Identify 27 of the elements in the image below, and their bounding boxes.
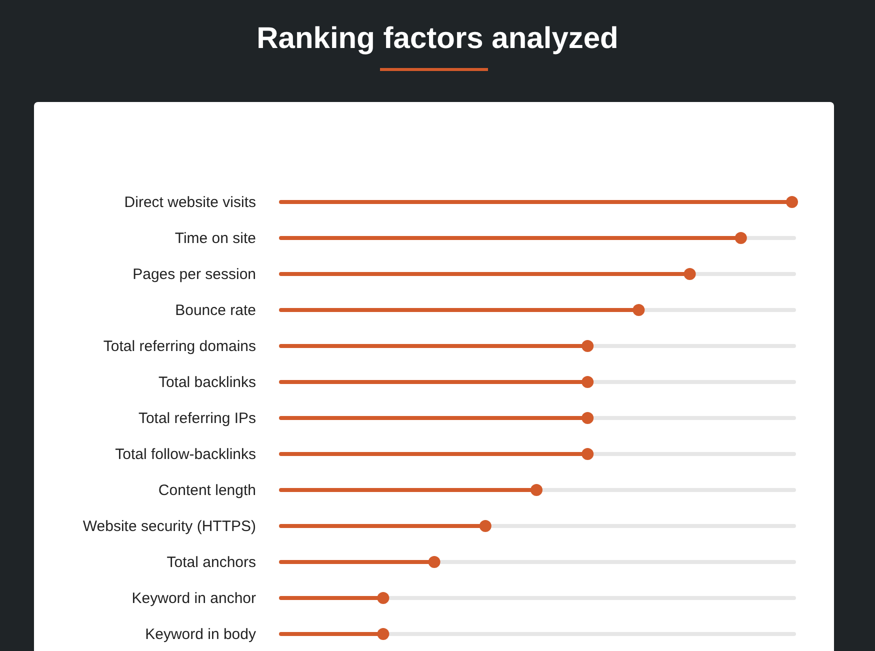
point bbox=[582, 376, 594, 388]
point bbox=[632, 304, 645, 316]
y-tick-label: Website security (HTTPS) bbox=[82, 518, 256, 535]
y-tick-label: Direct website visits bbox=[124, 194, 256, 211]
y-tick-label: Bounce rate bbox=[175, 302, 256, 319]
point bbox=[479, 520, 492, 532]
y-tick-label: Content length bbox=[158, 482, 256, 499]
y-tick-label: Keyword in body bbox=[145, 626, 256, 643]
point bbox=[786, 196, 798, 208]
point bbox=[377, 592, 390, 604]
point bbox=[428, 556, 440, 568]
y-tick-label: Total backlinks bbox=[158, 374, 256, 391]
y-tick-label: Total follow-backlinks bbox=[115, 446, 256, 463]
point bbox=[734, 232, 747, 244]
y-tick-label: Total referring IPs bbox=[138, 410, 256, 427]
y-tick-label: Total anchors bbox=[166, 554, 256, 571]
chart-title: Ranking factors analyzed bbox=[256, 22, 618, 55]
point bbox=[684, 268, 696, 280]
point bbox=[582, 412, 594, 424]
point bbox=[582, 448, 594, 460]
point bbox=[530, 484, 542, 496]
y-tick-label: Total referring domains bbox=[103, 338, 256, 355]
y-tick-label: Time on site bbox=[174, 230, 256, 247]
y-tick-label: Pages per session bbox=[132, 266, 256, 283]
point bbox=[582, 340, 594, 352]
y-tick-label: Keyword in anchor bbox=[132, 590, 256, 607]
point bbox=[377, 628, 390, 640]
